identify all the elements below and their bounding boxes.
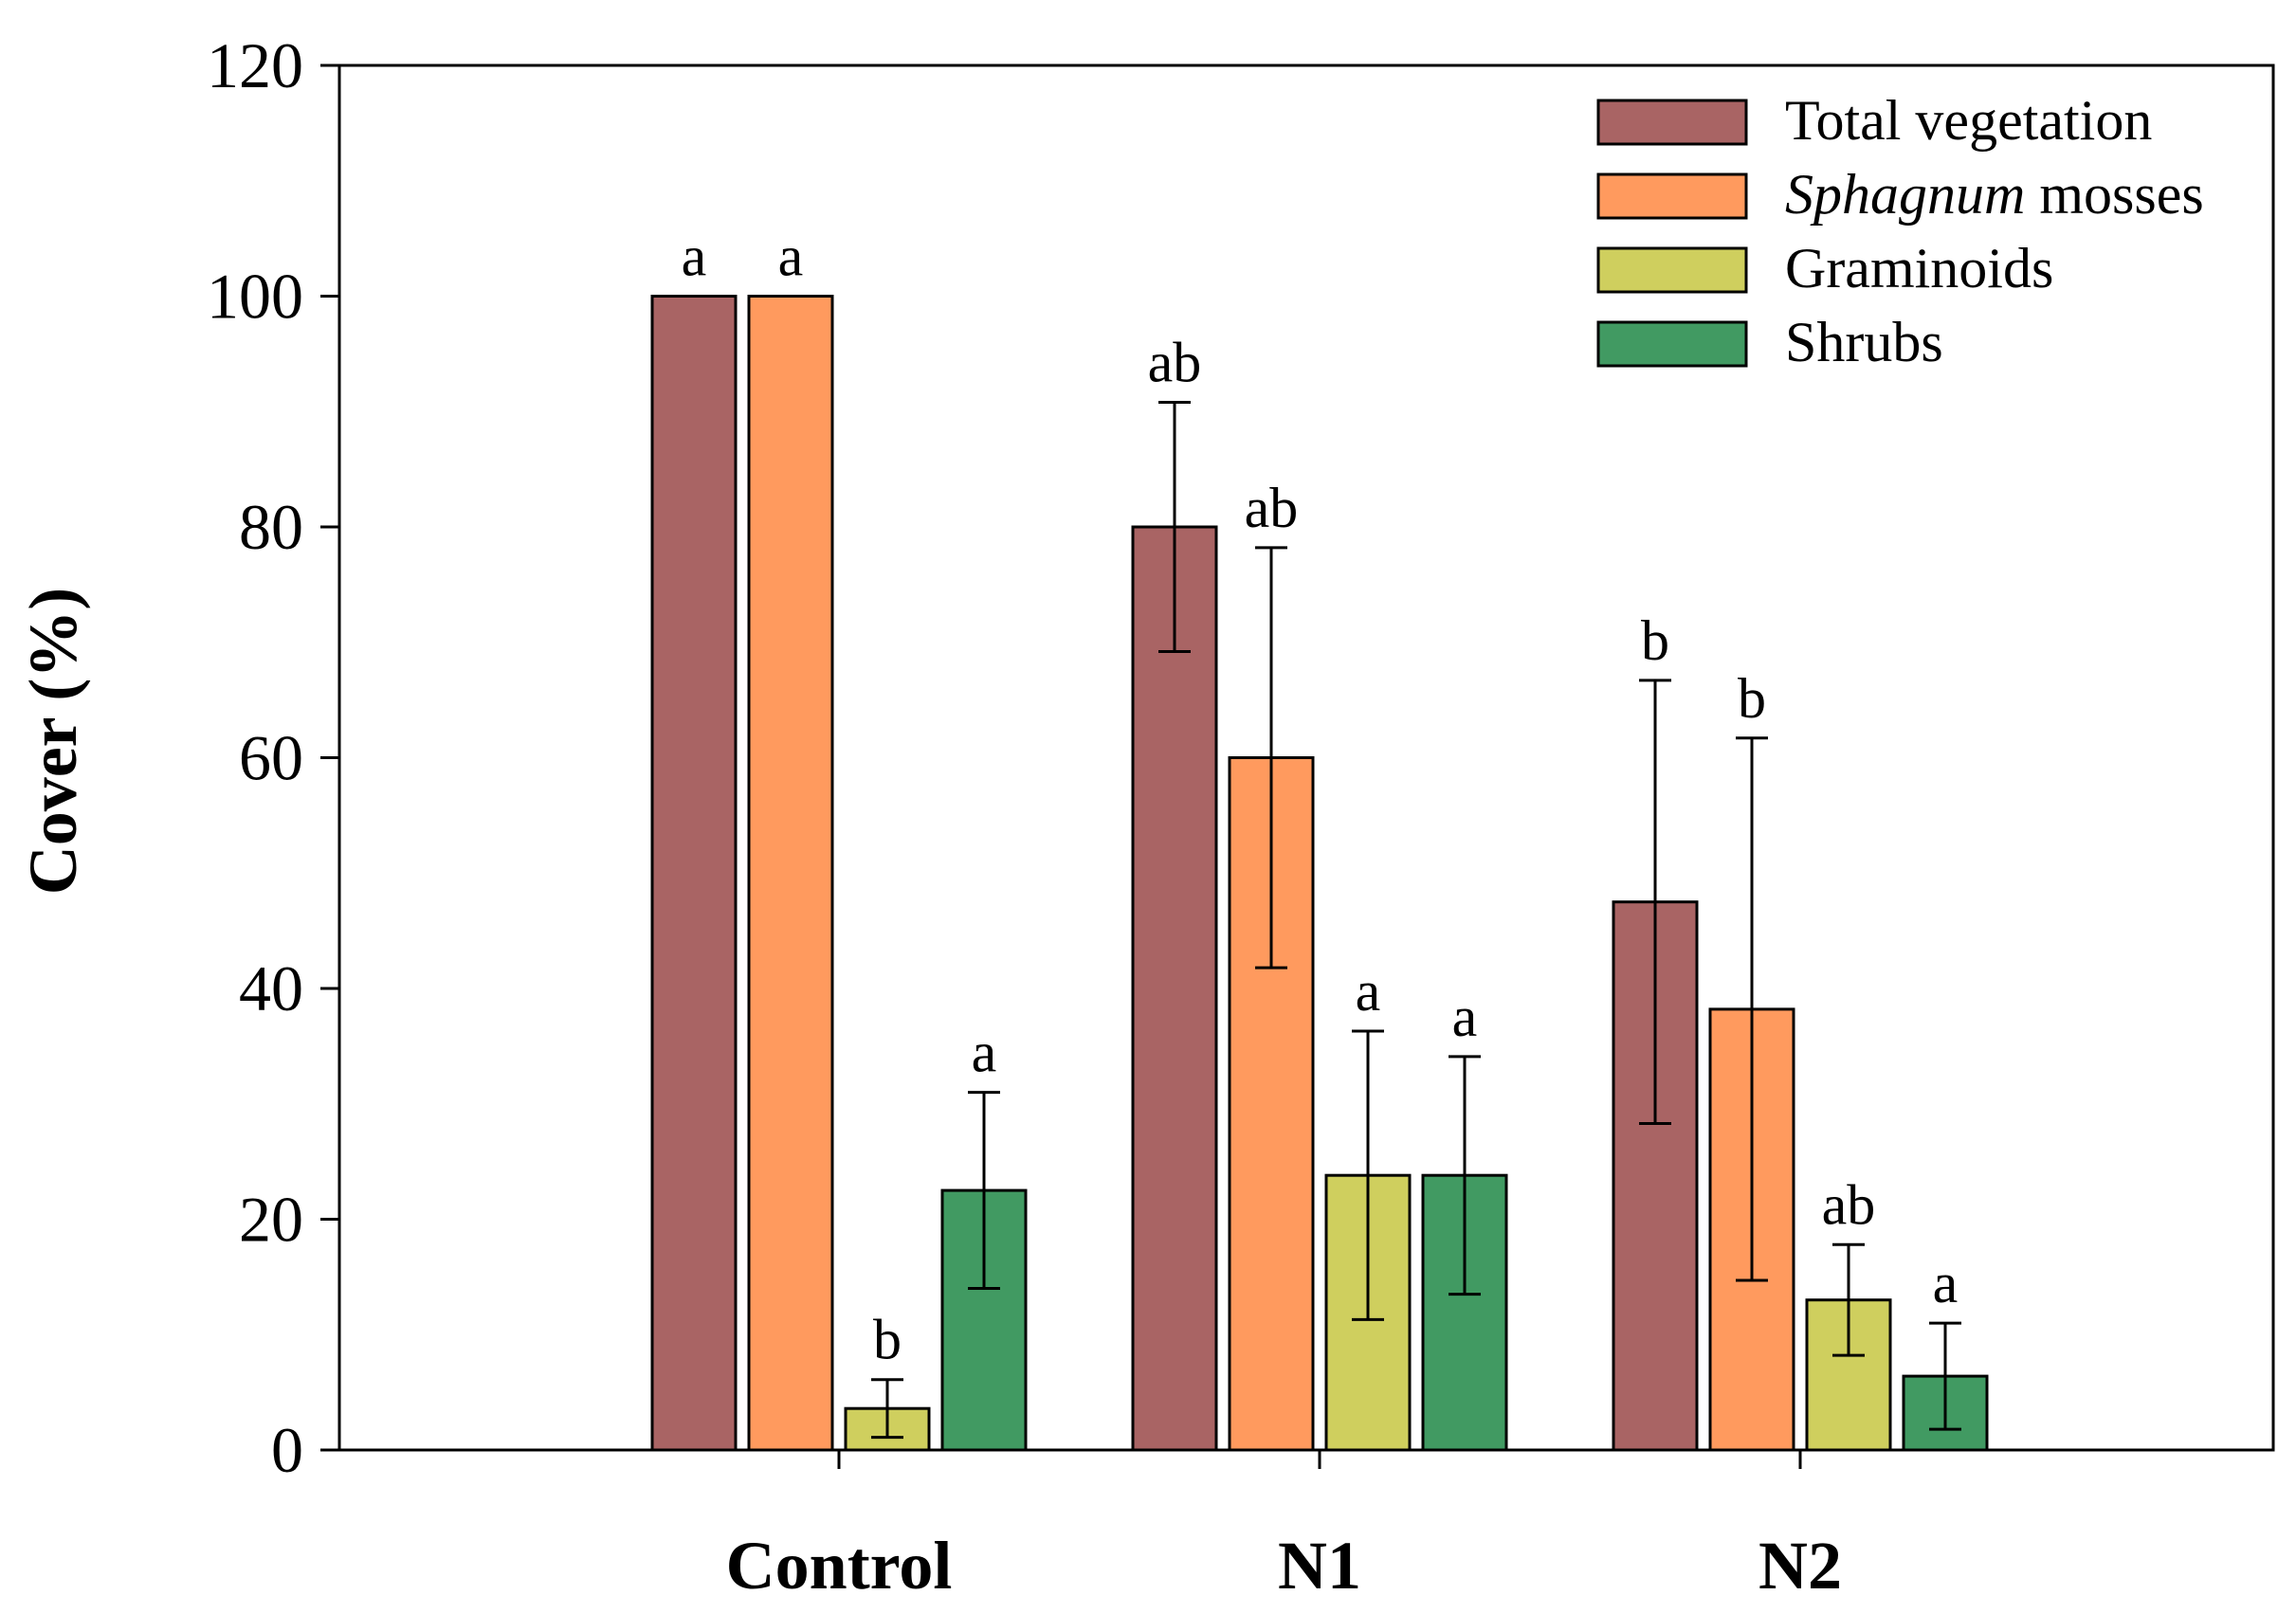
error-bar-graminoids-n1 [1352, 1029, 1384, 1321]
significance-letter: ab [1245, 477, 1299, 539]
legend-item-shrubs: Shrubs [1596, 311, 1943, 373]
legend-item-graminoids: Graminoids [1596, 237, 2053, 299]
y-tick-label: 100 [207, 261, 303, 333]
x-tick-label-n1: N1 [1278, 1528, 1361, 1604]
legend-item-total-vegetation: Total vegetation [1596, 89, 2152, 152]
legend-label: Graminoids [1785, 237, 2053, 299]
error-bar-total-vegetation-n2 [1639, 679, 1671, 1125]
significance-letter: a [1933, 1252, 1959, 1314]
error-bar-shrubs-n1 [1449, 1055, 1481, 1296]
bar-total-vegetation-control [650, 295, 738, 1452]
bar-sphagnum-mosses-control [747, 295, 834, 1452]
legend-swatch [1596, 246, 1748, 294]
significance-letter: b [873, 1309, 902, 1371]
significance-letter: a [778, 226, 804, 288]
legend-swatch [1596, 99, 1748, 146]
legend-swatch [1596, 172, 1748, 220]
significance-letter: a [682, 226, 707, 288]
error-bar-total-vegetation-n1 [1158, 401, 1191, 653]
significance-letter: b [1641, 609, 1669, 672]
error-bar-sphagnum-mosses-n1 [1255, 546, 1287, 970]
legend-swatch [1596, 320, 1748, 368]
bar-total-vegetation-n1 [1131, 525, 1218, 1452]
significance-letter: a [1356, 960, 1381, 1023]
legend-item-sphagnum-mosses: Sphagnum mosses [1596, 163, 2204, 226]
significance-letter: a [1452, 986, 1478, 1048]
y-tick-label: 40 [239, 952, 303, 1024]
error-bar-graminoids-control [871, 1378, 903, 1440]
significance-letter: ab [1822, 1173, 1876, 1236]
y-tick-label: 80 [239, 491, 303, 563]
y-axis-label: Cover (%) [15, 588, 91, 896]
legend-label: Sphagnum mosses [1785, 163, 2204, 226]
y-tick-label: 60 [239, 722, 303, 794]
x-tick-label-n2: N2 [1758, 1528, 1842, 1604]
legend-label: Shrubs [1785, 311, 1943, 373]
y-tick-label: 0 [271, 1414, 303, 1486]
error-bar-sphagnum-mosses-n2 [1736, 736, 1768, 1282]
error-bar-graminoids-n2 [1832, 1242, 1865, 1357]
error-bar-shrubs-n2 [1929, 1321, 1961, 1431]
y-tick-label: 120 [207, 29, 303, 101]
significance-letter: a [972, 1022, 997, 1084]
legend: Total vegetation Sphagnum mosses Graminoid… [1596, 89, 2204, 373]
error-bar-shrubs-control [968, 1091, 1000, 1291]
legend-label: Total vegetation [1785, 89, 2152, 152]
significance-letter: b [1738, 667, 1766, 730]
significance-letter: ab [1148, 332, 1202, 394]
y-tick-label: 20 [239, 1184, 303, 1256]
x-tick-label-control: Control [726, 1528, 953, 1604]
